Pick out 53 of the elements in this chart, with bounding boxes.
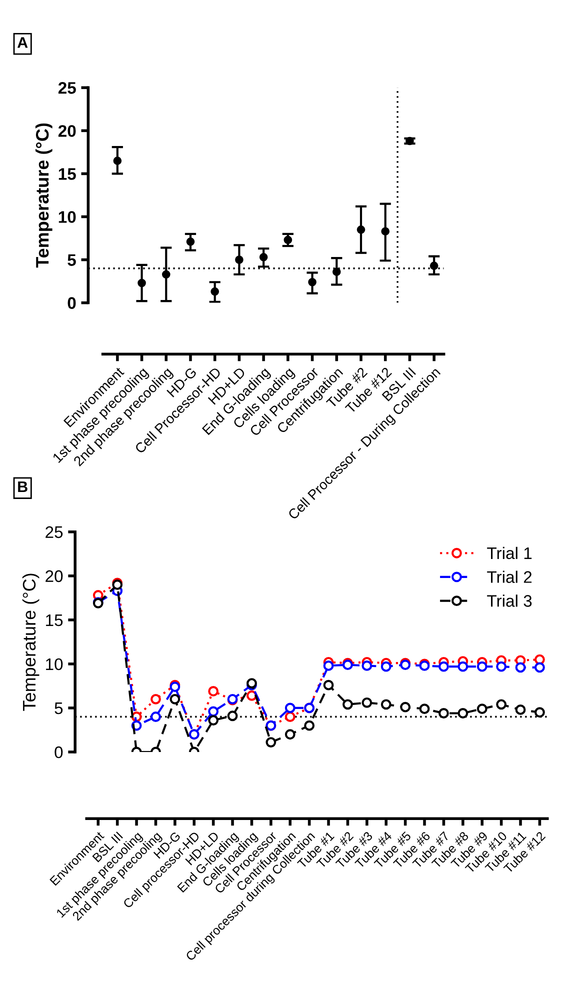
point — [362, 697, 372, 708]
point — [496, 661, 507, 672]
point — [362, 660, 372, 671]
legend-label: Trial 1 — [487, 546, 532, 560]
y-tick-label: 5 — [54, 702, 63, 714]
point — [380, 699, 392, 710]
point — [284, 729, 296, 740]
point — [534, 654, 545, 665]
point — [208, 706, 219, 717]
point — [208, 715, 219, 726]
text: B — [18, 482, 28, 492]
point — [419, 704, 430, 714]
point — [170, 694, 180, 704]
point — [323, 660, 334, 671]
point — [342, 699, 353, 710]
point — [515, 704, 526, 715]
point — [284, 712, 296, 722]
y-tick-label: 0 — [68, 297, 76, 309]
point — [150, 712, 161, 722]
point — [284, 702, 296, 714]
point — [476, 661, 488, 672]
point — [208, 686, 219, 696]
point — [438, 708, 449, 718]
y-tick-label: 5 — [68, 254, 76, 266]
point — [534, 707, 545, 718]
point — [534, 662, 545, 673]
point — [476, 704, 488, 714]
point — [496, 699, 507, 710]
point — [380, 661, 392, 672]
y-tick-label: 10 — [58, 211, 76, 223]
y-tick-label: 20 — [46, 570, 63, 582]
y-tick-label: 25 — [58, 82, 76, 94]
point — [515, 662, 526, 673]
y-tick-label: 15 — [46, 614, 63, 626]
point — [227, 710, 238, 722]
point — [458, 708, 468, 718]
text: A — [17, 37, 28, 48]
point — [266, 737, 276, 748]
y-tick-label: 25 — [46, 526, 63, 538]
y-axis-title: Temperature (°C) — [22, 574, 40, 711]
point — [400, 702, 411, 712]
point — [323, 680, 334, 690]
y-axis-title: Temperature (°C) — [35, 123, 52, 268]
point — [150, 694, 161, 704]
point — [458, 661, 468, 672]
legend-label: Trial 3 — [487, 594, 532, 607]
y-tick-label: 0 — [54, 746, 63, 758]
y-tick-label: 10 — [46, 658, 63, 670]
y-tick-label: 15 — [58, 168, 76, 180]
y-tick-label: 20 — [58, 125, 76, 137]
point — [438, 661, 449, 672]
point — [304, 720, 315, 731]
legend-label: Trial 2 — [487, 570, 532, 583]
